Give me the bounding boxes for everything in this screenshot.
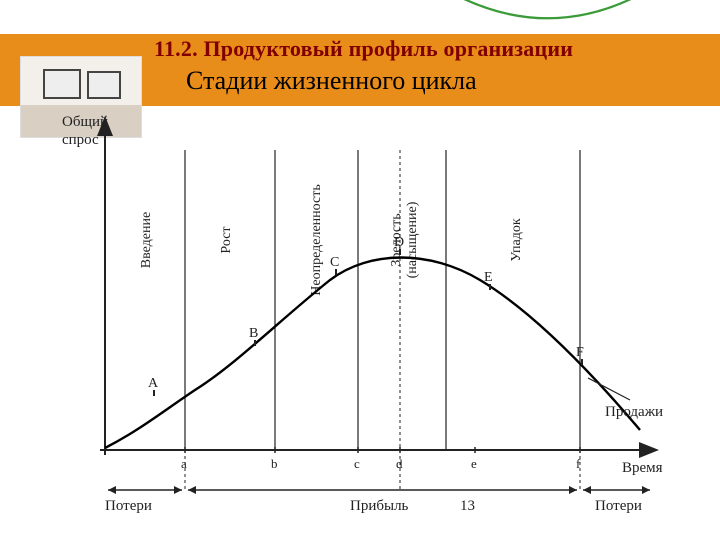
svg-text:A: A (148, 376, 159, 391)
svg-text:e: e (471, 456, 477, 471)
svg-text:F: F (576, 345, 584, 360)
svg-text:c: c (354, 456, 360, 471)
curve-label: Продажи (605, 404, 663, 420)
svg-text:E: E (484, 270, 493, 285)
svg-text:C: C (330, 255, 339, 270)
svg-text:Упадок: Упадок (509, 218, 524, 262)
svg-text:B: B (249, 326, 258, 341)
bottom-label-right: Потери (595, 498, 642, 514)
svg-text:(насыщение): (насыщение) (405, 201, 420, 278)
lifecycle-chart: Общий спрос Время ВведениеРостНеопределе… (30, 110, 690, 530)
svg-text:Неопределенность: Неопределенность (309, 184, 324, 295)
svg-text:Рост: Рост (219, 226, 234, 253)
svg-text:Введение: Введение (139, 212, 154, 268)
x-axis-label: Время (622, 460, 663, 476)
dotted-boundaries (185, 150, 580, 490)
page-number: 13 (460, 498, 475, 514)
header-title-line1: 11.2. Продуктовый профиль организации (154, 36, 573, 62)
header-title-line2: Стадии жизненного цикла (186, 66, 477, 96)
curve-label-pointer (588, 378, 630, 400)
svg-text:d: d (396, 456, 403, 471)
bottom-label-center: Прибыль (350, 498, 409, 514)
bottom-range-arrows (108, 486, 650, 494)
svg-text:f: f (576, 456, 581, 471)
bottom-label-left: Потери (105, 498, 152, 514)
svg-text:a: a (181, 456, 187, 471)
stage-dividers (185, 150, 580, 450)
svg-text:b: b (271, 456, 278, 471)
svg-text:D: D (394, 235, 404, 250)
